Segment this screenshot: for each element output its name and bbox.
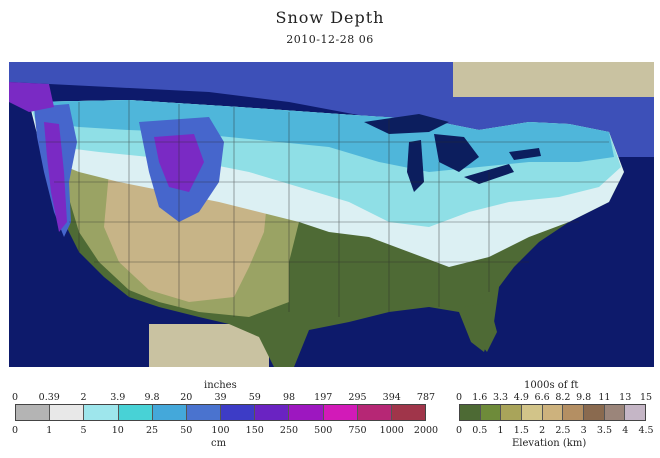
map-title: Snow Depth bbox=[275, 8, 385, 27]
snow-legend-top-tick: 3.9 bbox=[110, 392, 126, 403]
snow-legend-swatch bbox=[289, 405, 324, 420]
snow-legend-bottom-tick: 1000 bbox=[379, 425, 404, 436]
elevation-legend-top-tick: 0 bbox=[455, 392, 463, 403]
snow-legend-swatch bbox=[16, 405, 51, 420]
snow-legend-swatch bbox=[255, 405, 290, 420]
snow-legend-bottom-tick: 250 bbox=[279, 425, 299, 436]
snow-legend-bottom-tick: 100 bbox=[211, 425, 230, 436]
snow-legend-top-tick: 9.8 bbox=[144, 392, 160, 403]
snow-legend-swatch bbox=[323, 405, 358, 420]
snow-legend-swatch bbox=[186, 405, 222, 420]
snow-legend-bottom-tick: 500 bbox=[314, 425, 333, 436]
snow-legend-swatch bbox=[357, 405, 392, 420]
snow-legend-top-tick: 59 bbox=[248, 392, 261, 403]
snow-legend-bottom-tick: 150 bbox=[245, 425, 264, 436]
snow-legend-top-tick: 98 bbox=[282, 392, 296, 403]
snow-legend-top-tick: 20 bbox=[180, 392, 193, 403]
snow-legend-bottom-tick: 2000 bbox=[413, 425, 439, 436]
snow-legend-bottom-tick: 1 bbox=[46, 425, 53, 436]
elevation-legend-top-tick: 15 bbox=[639, 392, 653, 403]
snow-depth-map bbox=[9, 62, 654, 367]
snow-legend-top-tick: 0.39 bbox=[38, 392, 60, 403]
canada-masked-region bbox=[453, 62, 654, 97]
snow-very-deep-sierra bbox=[44, 122, 67, 232]
elevation-legend-top-tick: 1.6 bbox=[472, 392, 488, 403]
snow-legend-bottom-tick: 25 bbox=[145, 425, 159, 436]
elevation-legend-top-tick: 9.8 bbox=[576, 392, 592, 403]
snow-legend-bottom-tick: 10 bbox=[111, 425, 124, 436]
elevation-legend-top-tick: 13 bbox=[619, 392, 632, 403]
elevation-legend-swatch bbox=[625, 405, 646, 420]
snow-legend-bottom-tick: 5 bbox=[80, 425, 87, 436]
elevation-legend-top-unit: 1000s of ft bbox=[524, 380, 579, 391]
map-timestamp: 2010-12-28 06 bbox=[286, 33, 374, 46]
elevation-legend-bottom-tick: 0.5 bbox=[472, 425, 488, 436]
snow-legend-swatch bbox=[84, 405, 119, 420]
snow-legend-bottom-tick: 50 bbox=[180, 425, 193, 436]
elevation-legend-top-tick: 11 bbox=[598, 392, 611, 403]
elevation-legend-swatch bbox=[604, 405, 626, 420]
snow-legend-top-tick: 0 bbox=[11, 392, 19, 403]
snow-legend-top-unit: inches bbox=[204, 380, 237, 391]
elevation-legend-top-tick: 6.6 bbox=[534, 392, 550, 403]
snow-legend-top-tick: 197 bbox=[314, 392, 333, 403]
snow-very-deep-nw bbox=[9, 82, 54, 112]
snow-legend-bottom-tick: 0 bbox=[11, 425, 19, 436]
lake-michigan bbox=[407, 140, 424, 192]
elevation-legend-swatch bbox=[584, 405, 605, 420]
elevation-legend-swatch bbox=[563, 405, 585, 420]
elevation-legend-bottom-tick: 4 bbox=[622, 425, 629, 436]
elevation-legend-bottom-tick: 3 bbox=[580, 425, 587, 436]
lake-ontario bbox=[509, 148, 541, 160]
elevation-legend-swatch bbox=[480, 405, 502, 420]
elevation-legend-bottom-tick: 2 bbox=[539, 425, 546, 436]
elevation-legend-swatch bbox=[542, 405, 564, 420]
elevation-legend-swatch bbox=[501, 405, 523, 420]
snow-legend-swatch bbox=[152, 405, 187, 420]
snow-legend-swatch bbox=[221, 405, 256, 420]
snow-legend-bottom-unit: cm bbox=[211, 438, 227, 449]
elevation-legend-top-tick: 4.9 bbox=[513, 392, 529, 403]
elevation-legend-bottom-tick: 2.5 bbox=[555, 425, 571, 436]
snow-legend-swatch bbox=[50, 405, 85, 420]
snow-legend-top-tick: 787 bbox=[416, 392, 436, 403]
elevation-legend-swatch bbox=[460, 405, 481, 420]
state-borders bbox=[39, 100, 619, 317]
snow-legend-top-tick: 2 bbox=[80, 392, 87, 403]
snow-legend-bottom-tick: 750 bbox=[348, 425, 367, 436]
snow-legend-top-tick: 39 bbox=[214, 392, 227, 403]
elevation-legend-bottom-tick: 4.5 bbox=[638, 425, 654, 436]
elevation-colorbar bbox=[459, 404, 646, 421]
snow-legend-swatch bbox=[391, 405, 426, 420]
lake-huron bbox=[434, 134, 479, 172]
snow-legend-swatch bbox=[118, 405, 153, 420]
snow-legend-top-tick: 394 bbox=[382, 392, 401, 403]
snow-depth-colorbar bbox=[15, 404, 426, 421]
florida bbox=[464, 302, 497, 352]
elevation-legend-bottom-tick: 1 bbox=[497, 425, 504, 436]
elevation-legend-bottom-tick: 0 bbox=[455, 425, 463, 436]
elevation-legend-bottom-tick: 3.5 bbox=[596, 425, 612, 436]
elevation-legend-top-tick: 3.3 bbox=[492, 392, 509, 403]
elevation-legend-bottom-tick: 1.5 bbox=[513, 425, 529, 436]
snow-legend-top-tick: 295 bbox=[348, 392, 367, 403]
elevation-legend-swatch bbox=[522, 405, 543, 420]
lake-superior bbox=[364, 114, 449, 134]
elevation-legend-bottom-unit: Elevation (km) bbox=[512, 438, 587, 449]
elevation-legend-top-tick: 8.2 bbox=[555, 392, 571, 403]
